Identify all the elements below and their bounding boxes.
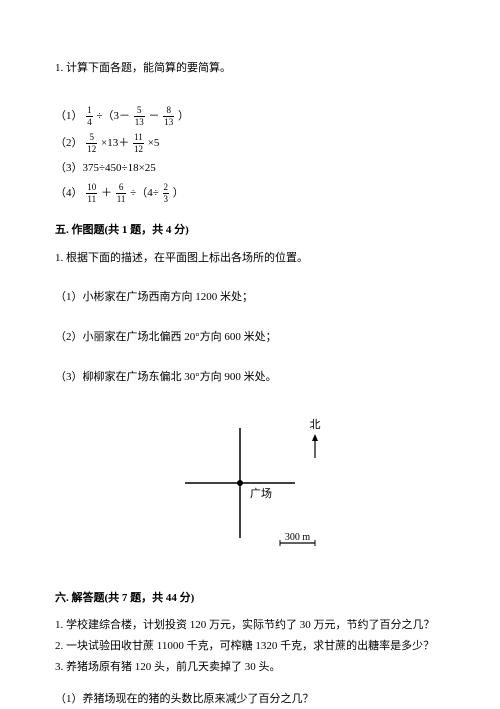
calc-text: ÷（3－: [94, 110, 133, 122]
calc-item-3: （3）375÷450÷18×25: [55, 160, 445, 178]
calc-label-1: （1）: [55, 110, 83, 122]
calc-text: ×5: [145, 137, 159, 149]
fraction: 1112: [133, 133, 144, 154]
fraction: 14: [86, 106, 93, 127]
section5-sub2: （2）小丽家在广场北偏西 20°方向 600 米处；: [55, 329, 445, 347]
section6-problems: 1. 学校建综合楼，计划投资 120 万元，实际节约了 30 万元，节约了百分之…: [55, 617, 445, 676]
calc-text-3: 375÷450÷18×25: [83, 162, 156, 174]
calc-text: ÷（4÷: [127, 187, 161, 199]
section6-p1: 1. 学校建综合楼，计划投资 120 万元，实际节约了 30 万元，节约了百分之…: [55, 617, 445, 635]
fraction: 512: [86, 133, 97, 154]
calc-label-4: （4）: [55, 187, 83, 199]
svg-text:北: 北: [310, 418, 321, 431]
section6-p2: 2. 一块试验田收甘蔗 11000 千克，可榨糖 1320 千克，求甘蔗的出糖率…: [55, 638, 445, 656]
fraction: 611: [116, 183, 127, 204]
section6-p3: 3. 养猪场原有猪 120 头，前几天卖掉了 30 头。: [55, 659, 445, 677]
fraction: 513: [134, 106, 145, 127]
calc-item-2: （2） 512 ×13＋ 1112 ×5: [55, 133, 445, 154]
fraction: 23: [163, 183, 170, 204]
calc-title: 1. 计算下面各题，能简算的要简算。: [55, 60, 445, 78]
section5-sub1: （1）小彬家在广场西南方向 1200 米处；: [55, 289, 445, 307]
calc-label-3: （3）: [55, 162, 83, 174]
calc-text: －: [146, 110, 163, 122]
calc-text: ）: [170, 187, 184, 199]
fraction: 1011: [86, 183, 97, 204]
coordinate-diagram: 广场 北 300 m: [55, 408, 445, 570]
section5-sub3: （3）柳柳家在广场东偏北 30°方向 900 米处。: [55, 369, 445, 387]
calc-label-2: （2）: [55, 137, 83, 149]
calc-text: ×13＋: [98, 137, 132, 149]
svg-text:300 m: 300 m: [285, 532, 311, 543]
section6-sub1: （1）养猪场现在的猪的头数比原来减少了百分之几？: [55, 691, 445, 709]
section5-problem: 1. 根据下面的描述，在平面图上标出各场所的位置。: [55, 250, 445, 268]
calc-item-4: （4） 1011 ＋ 611 ÷（4÷ 23 ）: [55, 183, 445, 204]
section5-title: 五. 作图题(共 1 题，共 4 分): [55, 222, 445, 240]
svg-text:广场: 广场: [250, 486, 272, 500]
calc-text: ＋: [98, 187, 115, 199]
section6-title: 六. 解答题(共 7 题，共 44 分): [55, 590, 445, 608]
calc-item-1: （1） 14 ÷（3－ 513 － 813 ）: [55, 106, 445, 127]
calc-text: ）: [175, 110, 189, 122]
diagram-svg: 广场 北 300 m: [140, 408, 360, 563]
fraction: 813: [163, 106, 174, 127]
